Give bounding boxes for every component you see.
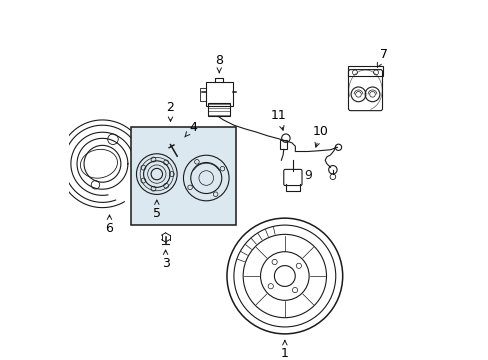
Text: 10: 10	[312, 125, 328, 147]
Bar	[207, 103, 230, 116]
Text: 7: 7	[377, 48, 387, 67]
Text: 1: 1	[280, 341, 288, 360]
Text: 11: 11	[270, 109, 286, 130]
Text: 9: 9	[304, 169, 312, 182]
Bar	[347, 66, 383, 76]
Text: 3: 3	[162, 250, 169, 270]
Text: 2: 2	[166, 101, 174, 121]
Text: 8: 8	[215, 54, 223, 73]
Text: 4: 4	[184, 121, 197, 137]
Bar	[130, 127, 235, 225]
Text: 6: 6	[105, 215, 113, 235]
Bar	[280, 140, 287, 149]
Bar	[205, 82, 232, 106]
Text: 5: 5	[153, 200, 161, 220]
